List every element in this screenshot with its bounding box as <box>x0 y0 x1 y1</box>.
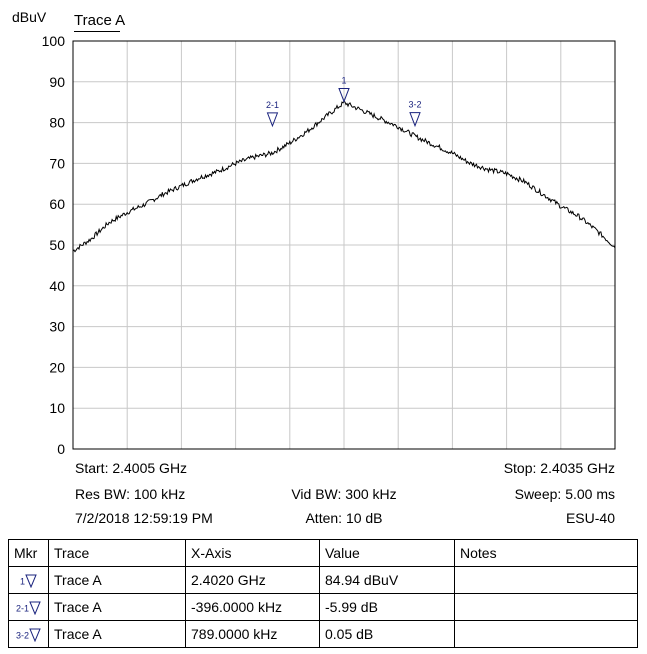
marker-id-cell: 1 <box>8 566 49 594</box>
x-axis-cell: 2.4020 GHz <box>185 566 320 594</box>
y-tick-label: 0 <box>57 441 65 457</box>
table-row[interactable]: 3-2 Trace A 789.0000 kHz 0.05 dB <box>8 620 638 648</box>
marker-table: Mkr Trace X-Axis Value Notes 1 Trace A 2… <box>8 539 638 648</box>
atten-label: Atten: 10 dB <box>305 510 383 526</box>
spectrum-chart: 0 10 20 30 40 50 60 70 80 90 100 1 2-1 3-2 <box>42 33 616 457</box>
header-trace: Trace <box>48 539 186 567</box>
trace-legend-line <box>74 31 120 32</box>
res-bw-label: Res BW: 100 kHz <box>75 486 186 502</box>
y-tick-label: 60 <box>49 196 65 212</box>
sweep-label: Sweep: 5.00 ms <box>514 486 615 502</box>
marker-triangle-icon <box>266 112 279 128</box>
marker-id-cell: 3-2 <box>8 620 49 648</box>
plot-frame <box>72 40 616 450</box>
y-tick-label: 90 <box>49 74 65 90</box>
value-cell: -5.99 dB <box>319 593 455 621</box>
chart-grid <box>73 41 615 449</box>
notes-cell[interactable] <box>454 620 638 648</box>
marker-label: 3-2 <box>408 100 421 110</box>
datetime-label: 7/2/2018 12:59:19 PM <box>75 510 213 526</box>
marker-id-cell: 2-1 <box>8 593 49 621</box>
header-value: Value <box>319 539 455 567</box>
trace-cell: Trace A <box>48 593 186 621</box>
trace-legend-label: Trace A <box>74 12 126 29</box>
y-tick-labels: 0 10 20 30 40 50 60 70 80 90 100 <box>42 33 66 457</box>
device-label: ESU-40 <box>565 510 615 526</box>
trace-cell: Trace A <box>48 566 186 594</box>
vid-bw-label: Vid BW: 300 kHz <box>291 486 397 502</box>
value-cell: 0.05 dB <box>319 620 455 648</box>
y-tick-label: 80 <box>49 115 65 131</box>
stop-freq-label: Stop: 2.4035 GHz <box>503 460 615 476</box>
marker-id: 3-2 <box>15 630 29 641</box>
marker-1: 1 <box>338 75 350 103</box>
x-axis-cell: -396.0000 kHz <box>185 593 320 621</box>
y-tick-label: 50 <box>49 237 65 253</box>
marker-triangle-icon <box>338 87 350 103</box>
y-tick-label: 40 <box>49 278 65 294</box>
marker-2-1: 2-1 <box>266 100 279 128</box>
trace-cell: Trace A <box>48 620 186 648</box>
x-axis-cell: 789.0000 kHz <box>185 620 320 648</box>
marker-triangle-icon <box>409 112 421 128</box>
value-cell: 84.94 dBuV <box>319 566 455 594</box>
notes-cell[interactable] <box>454 566 638 594</box>
y-tick-label: 70 <box>49 155 65 171</box>
notes-cell[interactable] <box>454 593 638 621</box>
marker-triangle-icon <box>29 628 41 643</box>
marker-table-header: Mkr Trace X-Axis Value Notes <box>8 539 638 567</box>
y-tick-label: 100 <box>42 33 66 49</box>
marker-label: 2-1 <box>266 100 279 110</box>
marker-id: 1 <box>19 576 25 587</box>
y-tick-label: 10 <box>49 400 65 416</box>
y-tick-label: 30 <box>49 319 65 335</box>
marker-triangle-icon <box>25 574 37 589</box>
marker-group: 1 2-1 3-2 <box>266 75 422 128</box>
marker-triangle-icon <box>29 601 41 616</box>
marker-3-2: 3-2 <box>408 100 422 128</box>
header-mkr: Mkr <box>8 539 49 567</box>
header-x-axis: X-Axis <box>185 539 320 567</box>
marker-label: 1 <box>341 75 346 85</box>
table-row[interactable]: 2-1 Trace A -396.0000 kHz -5.99 dB <box>8 593 638 621</box>
start-freq-label: Start: 2.4005 GHz <box>75 460 188 476</box>
y-unit-label: dBuV <box>12 9 47 25</box>
table-row[interactable]: 1 Trace A 2.4020 GHz 84.94 dBuV <box>8 566 638 594</box>
header-notes: Notes <box>454 539 638 567</box>
marker-id: 2-1 <box>15 603 29 614</box>
y-tick-label: 20 <box>49 359 65 375</box>
